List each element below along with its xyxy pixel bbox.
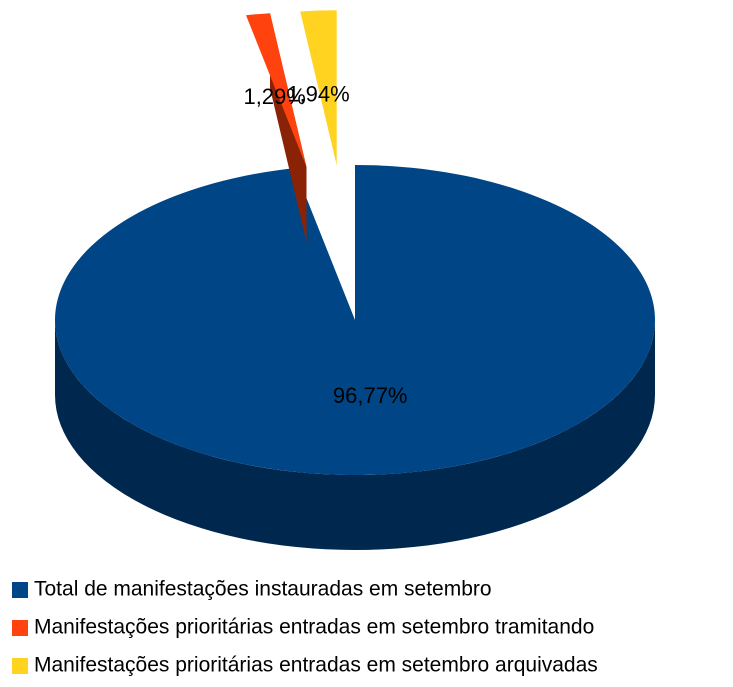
data-label: 96,77% [333, 383, 408, 408]
pie-side [55, 320, 655, 550]
legend-swatch [12, 620, 28, 636]
legend-text: Manifestações prioritárias entradas em s… [34, 654, 598, 677]
data-label: 1,94% [287, 81, 349, 106]
data-label: 1,29% [243, 84, 305, 109]
legend-text: Manifestações prioritárias entradas em s… [34, 616, 594, 639]
pie-slice [246, 13, 307, 168]
pie-slice [300, 10, 337, 166]
legend-swatch [12, 582, 28, 598]
legend-swatch [12, 658, 28, 674]
legend-text: Total de manifestações instauradas em se… [34, 578, 492, 601]
pie-slice [55, 165, 656, 475]
